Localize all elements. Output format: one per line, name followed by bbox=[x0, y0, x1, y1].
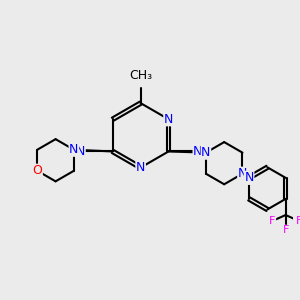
Text: N: N bbox=[76, 145, 85, 158]
Text: F: F bbox=[296, 216, 300, 226]
Text: N: N bbox=[238, 167, 247, 180]
Text: N: N bbox=[136, 161, 145, 174]
Text: CH₃: CH₃ bbox=[129, 69, 152, 82]
Text: N: N bbox=[201, 146, 211, 159]
Text: F: F bbox=[282, 225, 289, 235]
Text: O: O bbox=[32, 164, 42, 177]
Text: N: N bbox=[193, 145, 203, 158]
Text: N: N bbox=[164, 113, 173, 126]
Text: N: N bbox=[69, 143, 79, 156]
Text: N: N bbox=[244, 171, 254, 184]
Text: F: F bbox=[269, 216, 276, 226]
